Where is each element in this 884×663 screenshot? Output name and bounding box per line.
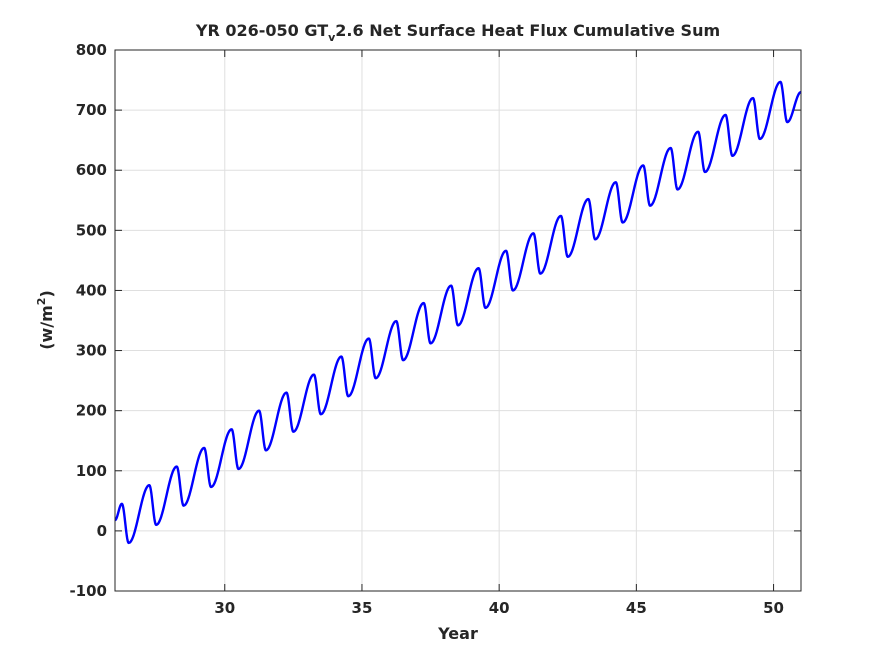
x-tick-label: 50 <box>763 599 784 617</box>
y-tick-label: -100 <box>69 582 107 600</box>
x-axis-label: Year <box>437 624 478 643</box>
x-tick-label: 45 <box>626 599 647 617</box>
y-tick-label: 400 <box>76 281 107 299</box>
y-axis-label-superscript: 2 <box>35 298 48 306</box>
chart-title: YR 026-050 GTv2.6 Net Surface Heat Flux … <box>195 21 720 44</box>
x-tick-label: 35 <box>352 599 373 617</box>
y-tick-label: 300 <box>76 342 107 360</box>
plot-frame <box>114 49 802 592</box>
y-tick-label: 200 <box>76 402 107 420</box>
x-tick-label: 40 <box>489 599 510 617</box>
axis-tick-labels: 30 35 40 45 50 -100 0 100 200 300 400 500 600 700 800 <box>69 41 784 617</box>
series-layer <box>114 80 802 545</box>
x-tick-label: 30 <box>214 599 235 617</box>
y-tick-label: 800 <box>76 41 107 59</box>
plot-area <box>115 50 801 591</box>
series-line <box>114 80 802 545</box>
chart-title-part2: 2.6 Net Surface Heat Flux Cumulative Sum <box>335 21 720 40</box>
y-tick-label: 700 <box>76 101 107 119</box>
y-tick-label: 0 <box>97 522 107 540</box>
y-axis-label: (w/m2) <box>35 290 56 350</box>
axis-ticks <box>115 49 801 592</box>
y-axis-label-close: ) <box>37 290 56 297</box>
y-tick-label: 500 <box>76 221 107 239</box>
chart-title-subscript: v <box>328 31 336 44</box>
chart-title-part1: YR 026-050 GT <box>195 21 328 40</box>
y-axis-label-base: (w/m <box>37 305 56 350</box>
y-tick-label: 600 <box>76 161 107 179</box>
y-tick-label: 100 <box>76 462 107 480</box>
